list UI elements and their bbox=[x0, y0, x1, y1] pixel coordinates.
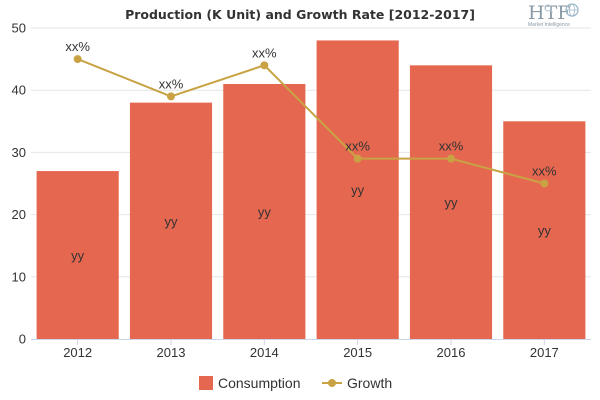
x-tick-label-2013: 2013 bbox=[157, 345, 186, 360]
growth-point-2013 bbox=[167, 92, 175, 101]
growth-line bbox=[73, 55, 549, 188]
grid-lines bbox=[31, 27, 591, 278]
legend-growth-label[interactable]: Growth bbox=[347, 375, 392, 391]
x-tick-label-2014: 2014 bbox=[250, 345, 279, 360]
bar-value-label-2016: yy bbox=[445, 195, 459, 210]
bar-value-label-2014: yy bbox=[258, 204, 272, 219]
bar-2012 bbox=[36, 171, 119, 339]
y-tick-label-40: 40 bbox=[12, 83, 26, 98]
y-tick-label-20: 20 bbox=[12, 207, 26, 222]
growth-value-label-2013: xx% bbox=[159, 76, 184, 91]
logo-subtext: Market Intelligence bbox=[528, 22, 570, 28]
bar-value-label-2015: yy bbox=[351, 183, 365, 198]
x-tick-label-2017: 2017 bbox=[530, 345, 559, 360]
bar-value-label-2012: yy bbox=[71, 248, 85, 263]
chart-title: Production (K Unit) and Growth Rate [201… bbox=[125, 7, 475, 22]
growth-value-label-2016: xx% bbox=[439, 139, 464, 154]
y-tick-label-0: 0 bbox=[19, 332, 26, 347]
legend-growth-marker[interactable] bbox=[328, 379, 336, 387]
y-tick-label-30: 30 bbox=[12, 145, 26, 160]
data-labels: yy yy yy yy yy yy xx% xx% xx% xx% xx% xx% bbox=[65, 39, 557, 263]
axes: 0 10 20 30 40 50 2012 2013 2014 2015 2016 2017 bbox=[12, 21, 591, 360]
consumption-bars bbox=[36, 40, 586, 339]
growth-value-label-2015: xx% bbox=[345, 139, 370, 154]
growth-point-2016 bbox=[447, 154, 455, 163]
growth-value-label-2012: xx% bbox=[65, 39, 90, 54]
x-tick-label-2012: 2012 bbox=[63, 345, 92, 360]
legend-consumption-label[interactable]: Consumption bbox=[218, 375, 301, 391]
growth-value-label-2014: xx% bbox=[252, 45, 277, 60]
globe-icon bbox=[565, 3, 579, 17]
legend: Consumption Growth bbox=[199, 375, 392, 391]
growth-point-2017 bbox=[540, 179, 549, 188]
bar-value-label-2013: yy bbox=[165, 214, 179, 229]
growth-point-2014 bbox=[260, 61, 269, 70]
bar-2013 bbox=[129, 102, 213, 339]
growth-point-2012 bbox=[73, 55, 82, 64]
logo-text: HTF bbox=[528, 2, 570, 24]
growth-line-path bbox=[77, 58, 545, 185]
bar-2015 bbox=[316, 40, 399, 339]
bar-2016 bbox=[409, 65, 493, 339]
htf-logo: HTF Market Intelligence bbox=[528, 2, 579, 28]
bar-2014 bbox=[223, 83, 306, 339]
y-tick-label-10: 10 bbox=[12, 269, 26, 284]
x-tick-label-2016: 2016 bbox=[437, 345, 466, 360]
legend-consumption-swatch[interactable] bbox=[199, 376, 213, 390]
growth-point-2015 bbox=[353, 154, 362, 163]
bar-value-label-2017: yy bbox=[538, 223, 552, 238]
magnifier-icon bbox=[544, 4, 553, 13]
bar-2017 bbox=[503, 121, 586, 339]
x-tick-label-2015: 2015 bbox=[343, 345, 372, 360]
growth-value-label-2017: xx% bbox=[532, 164, 557, 179]
y-tick-label-50: 50 bbox=[12, 21, 26, 36]
